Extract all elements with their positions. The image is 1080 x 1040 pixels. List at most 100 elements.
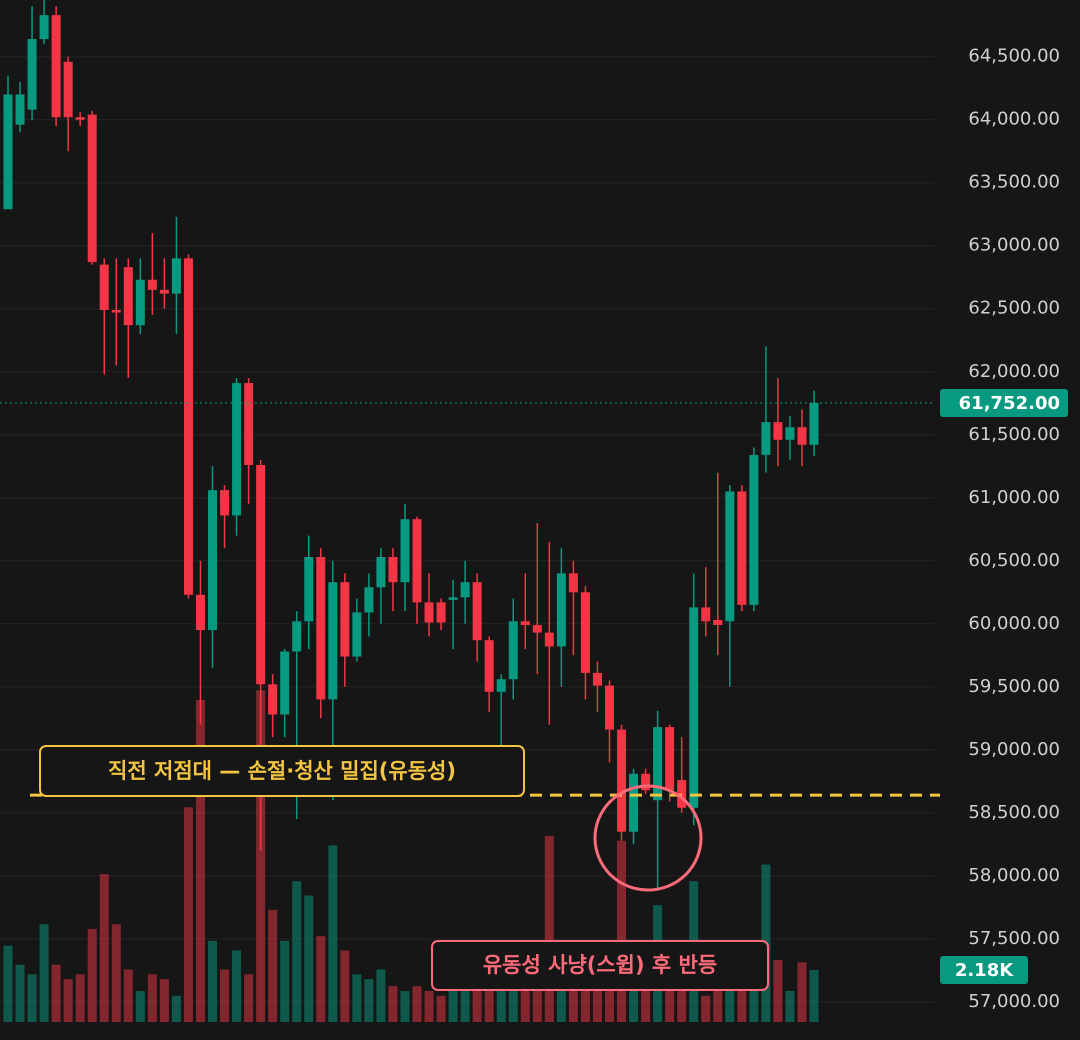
last-volume-label: 2.18K <box>955 960 1014 981</box>
volume-bar <box>737 979 747 1022</box>
volume-bar <box>123 969 133 1022</box>
candle-body <box>316 556 326 700</box>
candle-body <box>713 620 723 626</box>
annotation-text: 유동성 사냥(스윕) 후 반등 <box>483 953 717 977</box>
volume-bar <box>135 990 145 1022</box>
last-price-box <box>940 389 1068 418</box>
volume-bar <box>27 974 37 1022</box>
candle-body <box>328 582 338 700</box>
candle-body <box>147 279 157 290</box>
volume-bar <box>195 699 205 1022</box>
candle-body <box>39 15 49 40</box>
y-tick-label: 63,000.00 <box>968 235 1060 256</box>
candle-body <box>629 773 639 832</box>
candle-body <box>99 264 109 311</box>
last-volume-box <box>940 955 1028 984</box>
candle-body <box>352 612 362 657</box>
candle-body <box>544 632 554 647</box>
volume-bar <box>568 986 578 1022</box>
volume-bar <box>63 979 73 1022</box>
y-tick-label: 59,500.00 <box>968 676 1060 697</box>
volume-bar <box>39 924 49 1022</box>
candle-body <box>689 607 699 808</box>
candle-body <box>424 602 434 623</box>
volume-bar <box>641 990 651 1022</box>
volume-bar <box>713 986 723 1022</box>
volume-bar <box>328 845 338 1022</box>
candles <box>3 0 819 890</box>
candle-body <box>400 519 410 583</box>
volume-bar <box>99 874 109 1022</box>
candle-body <box>785 427 795 440</box>
volume-bar <box>3 945 13 1022</box>
volume-bar <box>340 950 350 1022</box>
candle-body <box>797 427 807 445</box>
volume-bar <box>797 962 807 1022</box>
volume-bar <box>268 909 278 1022</box>
volume-bar <box>785 990 795 1022</box>
highlight-circle <box>593 784 703 892</box>
volume-bar <box>159 979 169 1022</box>
volume-bar <box>592 964 602 1022</box>
candle-body <box>532 625 542 633</box>
y-tick-label: 60,500.00 <box>968 550 1060 571</box>
candle-body <box>701 607 711 622</box>
candle-body <box>412 519 422 603</box>
volume-bar <box>388 986 398 1022</box>
candle-body <box>340 582 350 657</box>
candle-body <box>183 258 193 595</box>
candle-body <box>292 621 302 652</box>
candle-body <box>472 582 482 641</box>
volume-bar <box>424 990 434 1022</box>
volume-bar <box>701 995 711 1022</box>
candle-body <box>87 114 97 263</box>
candle-body <box>208 490 218 631</box>
candle-body <box>580 592 590 673</box>
volume-bar <box>111 924 121 1022</box>
candle-body <box>123 267 133 326</box>
candle-body <box>15 94 25 125</box>
volume-bar <box>183 807 193 1022</box>
volume-bar <box>400 990 410 1022</box>
volume-bar <box>304 895 314 1022</box>
volume-pane <box>3 690 819 1022</box>
volume-bar <box>232 950 242 1022</box>
y-tick-label: 61,500.00 <box>968 424 1060 445</box>
annotation-text: 직전 저점대 — 손절·청산 밀집(유동성) <box>108 759 456 783</box>
candle-body <box>63 61 73 118</box>
volume-bar <box>244 974 254 1022</box>
volume-bar <box>280 940 290 1022</box>
y-tick-label: 64,000.00 <box>968 109 1060 130</box>
candle-body <box>388 556 398 583</box>
y-tick-label: 57,000.00 <box>968 991 1060 1012</box>
volume-bar <box>352 974 362 1022</box>
volume-bar <box>376 969 386 1022</box>
candle-body <box>508 621 518 680</box>
volume-bar <box>556 974 566 1022</box>
candle-body <box>761 422 771 455</box>
candle-body <box>653 727 663 801</box>
price-axis: 57,000.00 57,500.00 58,000.00 58,500.00 59,0… <box>0 46 1068 1012</box>
volume-bar <box>15 964 25 1022</box>
volume-bar <box>51 964 61 1022</box>
candle-body <box>376 556 386 588</box>
y-tick-label: 64,500.00 <box>968 46 1060 67</box>
volume-bar <box>75 974 85 1022</box>
volume-bar <box>220 969 230 1022</box>
volume-bar <box>532 979 542 1022</box>
volume-bar <box>364 979 374 1022</box>
candle-body <box>256 465 266 685</box>
volume-bar <box>171 995 181 1022</box>
candle-body <box>592 672 602 686</box>
volume-bar <box>87 928 97 1022</box>
volume-bar <box>208 940 218 1022</box>
candle-body <box>244 383 254 466</box>
candle-body <box>749 454 759 605</box>
candle-body <box>568 573 578 593</box>
candle-body <box>484 640 494 692</box>
candle-body <box>280 651 290 715</box>
candle-body <box>195 594 205 631</box>
candle-body <box>436 602 446 623</box>
candle-body <box>159 289 169 294</box>
